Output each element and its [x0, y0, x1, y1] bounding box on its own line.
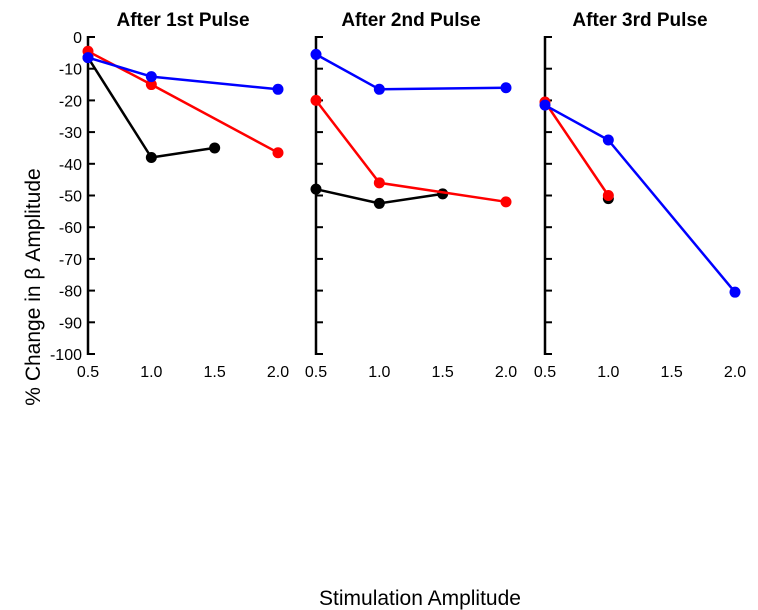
data-point [602, 134, 614, 146]
x-tick-label: 1.0 [597, 364, 619, 381]
data-point [272, 83, 284, 95]
x-tick-label: 1.5 [432, 364, 454, 381]
data-point [209, 142, 221, 154]
series-3 [539, 99, 741, 298]
series-line [544, 104, 736, 293]
data-point [272, 147, 284, 159]
chart-panels: After 1st Pulse 0 -10 -20 -30 -40 -50 -60 -70 -80… [50, 10, 746, 381]
y-tick-label: -90 [59, 315, 82, 332]
x-tick-label: 0.5 [534, 364, 556, 381]
y-tick-label: -40 [59, 157, 82, 174]
series-1 [310, 183, 449, 209]
series-line [315, 99, 507, 204]
x-tick-label: 1.5 [204, 364, 226, 381]
panel-title: After 3rd Pulse [572, 10, 707, 31]
x-tick-label: 1.5 [661, 364, 683, 381]
data-point [373, 83, 385, 95]
y-axis-title: % Change in β Amplitude [22, 168, 45, 405]
data-point [500, 82, 512, 94]
series-line [543, 101, 610, 197]
data-point [539, 99, 551, 111]
data-point [310, 94, 322, 106]
y-tick-label: -10 [59, 62, 82, 79]
data-point [729, 286, 741, 298]
data-point [310, 183, 322, 195]
series-3 [82, 52, 284, 95]
x-axis-title: Stimulation Amplitude [319, 587, 521, 610]
panel-title: After 1st Pulse [116, 10, 249, 31]
y-tick-label: -60 [59, 220, 82, 237]
panel-2: After 2nd Pulse 0.5 1.0 1.5 2.0 [305, 10, 517, 381]
y-tick-label: -70 [59, 252, 82, 269]
data-point [145, 71, 157, 83]
panel-title: After 2nd Pulse [341, 10, 480, 31]
series-line [87, 56, 279, 91]
x-tick-label: 2.0 [495, 364, 517, 381]
data-point [145, 79, 157, 91]
series-2 [539, 96, 614, 201]
data-point [145, 151, 157, 163]
panel-3: After 3rd Pulse 0.5 1.0 1.5 2.0 [534, 10, 746, 381]
data-point [602, 190, 614, 201]
y-tick-label: -100 [50, 347, 82, 364]
data-point [82, 52, 94, 64]
y-tick-label: -50 [59, 189, 82, 206]
data-point [373, 197, 385, 209]
data-point [310, 48, 322, 60]
y-tick-label: 0 [73, 30, 82, 47]
series-2 [82, 45, 284, 159]
x-tick-label: 0.5 [77, 364, 99, 381]
series-2 [310, 94, 512, 208]
x-tick-label: 0.5 [305, 364, 327, 381]
series-3 [310, 48, 512, 95]
x-tick-label: 2.0 [267, 364, 289, 381]
data-point [373, 177, 385, 189]
data-point [500, 196, 512, 208]
x-tick-label: 1.0 [140, 364, 162, 381]
y-tick-label: -80 [59, 284, 82, 301]
y-tick-label: -20 [59, 93, 82, 110]
x-tick-label: 2.0 [724, 364, 746, 381]
x-tick-label: 1.0 [368, 364, 390, 381]
series-line [315, 53, 507, 91]
series-1 [82, 52, 221, 163]
panel-1: After 1st Pulse 0 -10 -20 -30 -40 -50 -60 -70 -80… [50, 10, 289, 381]
y-tick-label: -30 [59, 125, 82, 142]
